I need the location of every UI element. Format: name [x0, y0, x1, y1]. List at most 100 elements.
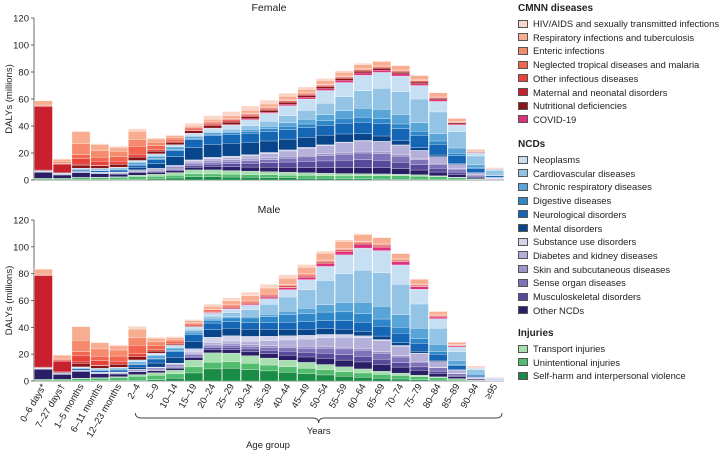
bar-unintentional-injuries [222, 361, 241, 369]
bar-other-ncds [241, 166, 260, 172]
bar-diabetes-and-kidney-diseases [447, 164, 467, 169]
bar-substance-use-disorders [316, 334, 335, 338]
bar-musculoskeletal-disorders [278, 351, 297, 356]
bar-respiratory-infections-and-tuberculosis [297, 267, 316, 274]
bar-hiv-aids-and-sexually-transmitted-infections [109, 344, 128, 346]
bar-substance-use-disorders [278, 335, 297, 341]
bar-self-harm-and-interpersonal-violence [147, 178, 166, 181]
bar-transport-injuries [335, 366, 354, 372]
bar-other-infectious-diseases [203, 310, 222, 313]
bar-unintentional-injuries [391, 175, 410, 180]
legend-item-self-harm-and-interpersonal-violence: Self-harm and interpersonal violence [518, 370, 686, 381]
bar-musculoskeletal-disorders [447, 375, 467, 377]
y-axis-label: DALYs (millions) [4, 266, 15, 336]
bar-other-infectious-diseases [297, 94, 316, 96]
bar-digestive-diseases [372, 118, 391, 124]
bar-neglected-tropical-diseases-and-malaria [184, 323, 203, 326]
bar-transport-injuries [278, 360, 297, 367]
bar-respiratory-infections-and-tuberculosis [147, 138, 166, 143]
bar-respiratory-infections-and-tuberculosis [353, 234, 373, 242]
bar-transport-injuries [203, 352, 222, 363]
legend-label: Enteric infections [533, 45, 605, 57]
bar-mental-disorders [222, 143, 241, 157]
bar-hiv-aids-and-sexually-transmitted-infections [147, 337, 166, 339]
bar-respiratory-infections-and-tuberculosis [278, 96, 297, 100]
bar-sense-organ-diseases [184, 354, 203, 357]
x-tick-label: ≥95 [483, 382, 500, 401]
bar-mental-disorders [184, 341, 203, 349]
bar-respiratory-infections-and-tuberculosis [184, 125, 203, 127]
bar-nutritional-deficiencies [410, 81, 429, 84]
legend-label: Respiratory infections and tuberculosis [533, 31, 695, 43]
bar-neurological-disorders [259, 322, 279, 330]
legend-swatch [518, 306, 528, 315]
bar-transport-injuries [353, 368, 373, 374]
bar-hiv-aids-and-sexually-transmitted-infections [297, 86, 316, 90]
bar-neurological-disorders [165, 351, 185, 358]
bar-neoplasms [335, 254, 354, 274]
bar-maternal-and-neonatal-disorders [71, 361, 91, 364]
y-tick-label: 60 [18, 95, 29, 106]
bar-diabetes-and-kidney-diseases [335, 142, 354, 153]
legend-label: Chronic respiratory diseases [533, 181, 652, 193]
bar-respiratory-infections-and-tuberculosis [466, 149, 485, 151]
bar-nutritional-deficiencies [128, 356, 147, 361]
bar-neglected-tropical-diseases-and-malaria [71, 154, 91, 159]
bar-other-ncds [184, 167, 203, 171]
bar-skin-and-subcutaneous-diseases [109, 172, 128, 174]
legend-swatch [518, 371, 528, 380]
bar-other-ncds [147, 370, 166, 373]
bar-digestive-diseases [353, 313, 373, 323]
bar-chronic-respiratory-diseases [109, 368, 128, 370]
bar-unintentional-injuries [278, 366, 297, 373]
bar-substance-use-disorders [335, 334, 354, 338]
bar-respiratory-infections-and-tuberculosis [90, 144, 109, 151]
bar-chronic-respiratory-diseases [353, 302, 373, 314]
bar-other-ncds [165, 368, 185, 371]
bar-mental-disorders [410, 147, 429, 151]
bar-cardiovascular-diseases [203, 131, 222, 133]
bar-neoplasms [429, 318, 448, 329]
bar-other-infectious-diseases [53, 359, 72, 362]
bar-cardiovascular-diseases [391, 284, 410, 315]
bar-digestive-diseases [184, 138, 203, 140]
bar-respiratory-infections-and-tuberculosis [429, 92, 448, 97]
bar-mental-disorders [241, 142, 260, 155]
legend-swatch [518, 210, 528, 219]
bar-other-ncds [71, 172, 91, 178]
bar-substance-use-disorders [353, 335, 373, 338]
bar-digestive-diseases [165, 350, 185, 352]
bar-sense-organ-diseases [429, 367, 448, 372]
bar-cardiovascular-diseases [410, 98, 429, 123]
bar-mental-disorders [165, 356, 185, 364]
bar-self-harm-and-interpersonal-violence [372, 378, 391, 382]
bar-digestive-diseases [278, 314, 297, 323]
bar-musculoskeletal-disorders [278, 161, 297, 168]
bar-mental-disorders [353, 331, 373, 336]
legend-item-unintentional-injuries: Unintentional injuries [518, 357, 620, 368]
bar-other-infectious-diseases [391, 71, 410, 73]
bar-self-harm-and-interpersonal-violence [391, 378, 410, 382]
bar-respiratory-infections-and-tuberculosis [316, 253, 335, 261]
bar-chronic-respiratory-diseases [259, 314, 279, 317]
legend-label: Neurological disorders [533, 208, 627, 220]
bar-neoplasms [184, 133, 203, 136]
bar-sense-organ-diseases [372, 153, 391, 161]
bar-other-infectious-diseases [222, 306, 241, 308]
bar-covid-19 [410, 286, 429, 290]
bar-respiratory-infections-and-tuberculosis [410, 75, 429, 80]
bar-other-infectious-diseases [372, 245, 391, 247]
bar-nutritional-deficiencies [147, 350, 166, 354]
bar-mental-disorders [203, 329, 222, 338]
bar-self-harm-and-interpersonal-violence [203, 368, 222, 382]
bar-respiratory-infections-and-tuberculosis [109, 147, 128, 152]
bar-diabetes-and-kidney-diseases [429, 361, 448, 368]
bar-self-harm-and-interpersonal-violence [316, 374, 335, 382]
legend-item-mental-disorders: Mental disorders [518, 223, 602, 234]
bar-chronic-respiratory-diseases [316, 304, 335, 313]
bar-sense-organ-diseases [278, 158, 297, 163]
bar-enteric-infections [90, 348, 109, 357]
bar-unintentional-injuries [241, 363, 260, 370]
bar-covid-19 [335, 251, 354, 256]
bar-cardiovascular-diseases [184, 135, 203, 137]
